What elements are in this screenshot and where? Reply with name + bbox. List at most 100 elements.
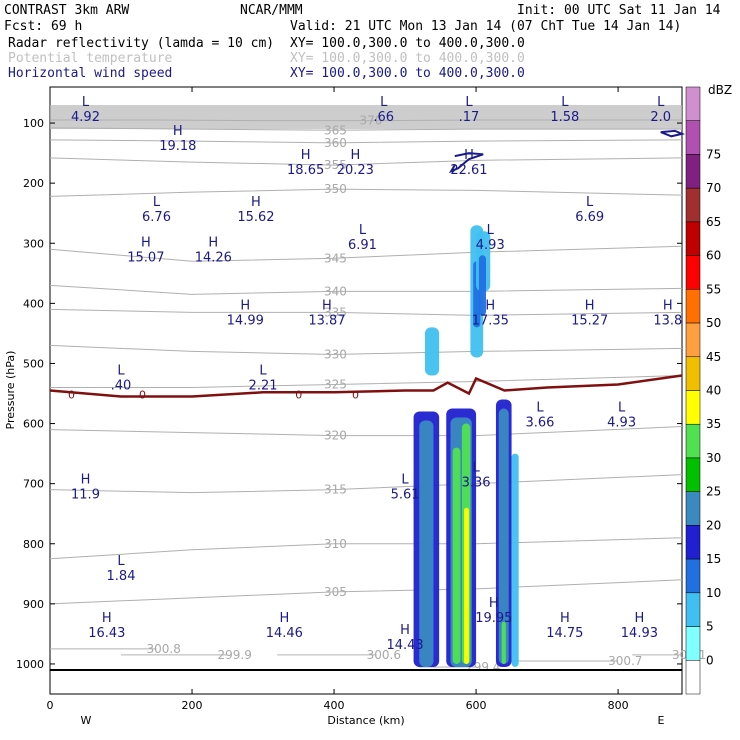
zero-line-label: 0 bbox=[352, 389, 359, 402]
isentrope-label: 325 bbox=[324, 377, 347, 391]
y-tick-label: 300 bbox=[23, 237, 44, 250]
x-tick-label: 600 bbox=[466, 699, 487, 712]
wind-extremum-low-marker: L bbox=[472, 461, 480, 476]
zero-line-layer: 0 0 0 0 bbox=[49, 374, 683, 402]
isentrope-310 bbox=[49, 537, 683, 560]
wind-extremum-low-marker: L bbox=[259, 363, 267, 378]
wind-extremum-value: 4.93 bbox=[607, 416, 636, 431]
wind-extremum-high-marker: H bbox=[489, 596, 499, 611]
wind-extremum-value: 15.07 bbox=[127, 250, 164, 265]
isentrope-355 bbox=[49, 157, 683, 166]
isentrope-label: 310 bbox=[324, 537, 347, 551]
colorbar-swatch bbox=[685, 86, 701, 121]
stratosphere-band bbox=[50, 105, 682, 130]
colorbar-label: 25 bbox=[706, 485, 721, 499]
x-tick-label: 800 bbox=[608, 699, 629, 712]
reflectivity-cell bbox=[463, 507, 469, 664]
wind-extremum-value: 2.0 bbox=[650, 110, 671, 125]
y-axis-title: Pressure (hPa) bbox=[4, 351, 17, 430]
colorbar-swatch bbox=[685, 457, 701, 492]
field-xy-reflectivity: XY= 100.0,300.0 to 400.0,300.0 bbox=[290, 36, 525, 51]
wind-layer: L4.92H19.18L.66L.17L1.58L2.0H18.65H20.23… bbox=[71, 95, 686, 653]
colorbar-swatch bbox=[685, 356, 701, 391]
isentrope-label: 305 bbox=[324, 585, 347, 599]
model-title: CONTRAST 3km ARW bbox=[4, 3, 129, 18]
wind-extremum-high-marker: H bbox=[350, 148, 360, 163]
init-time: Init: 00 UTC Sat 11 Jan 14 bbox=[517, 3, 721, 18]
axes-layer: 100 200 300 400 500 600 700 800 900 1000 0 200 400 60… bbox=[16, 87, 682, 712]
wind-extremum-low-marker: L bbox=[618, 401, 626, 416]
wind-extremum-value: 2.21 bbox=[249, 378, 278, 393]
wind-extremum-low-marker: L bbox=[82, 95, 90, 110]
wind-extremum-value: 20.23 bbox=[337, 163, 374, 178]
y-tick-label: 100 bbox=[23, 117, 44, 130]
wind-extremum-value: 13.87 bbox=[308, 313, 345, 328]
wind-extremum-high-marker: H bbox=[251, 195, 261, 210]
wind-extremum-value: 17.35 bbox=[472, 313, 509, 328]
wind-extremum-low-marker: L bbox=[117, 554, 125, 569]
isentrope-305 bbox=[49, 579, 683, 605]
wind-extremum-high-marker: H bbox=[208, 235, 218, 250]
wind-extremum-low-marker: L bbox=[465, 95, 473, 110]
wind-extremum-value: 14.43 bbox=[386, 638, 423, 653]
colorbar-label: 65 bbox=[706, 215, 721, 229]
colorbar-swatch bbox=[685, 120, 701, 155]
colorbar-swatch bbox=[685, 154, 701, 189]
zero-line-label: 0 bbox=[295, 389, 302, 402]
wind-extremum-value: 15.62 bbox=[237, 210, 274, 225]
isentrope-label: 360 bbox=[324, 136, 347, 150]
wind-extremum-value: 14.93 bbox=[621, 626, 658, 641]
colorbar-label: 45 bbox=[706, 350, 721, 364]
wind-extremum-high-marker: H bbox=[464, 148, 474, 163]
isentrope-label: 300.7 bbox=[608, 654, 642, 668]
colorbar-swatch bbox=[685, 660, 701, 695]
wind-extremum-low-marker: L bbox=[536, 401, 544, 416]
x-axis-title: Distance (km) bbox=[327, 714, 404, 727]
field-name-wind: Horizontal wind speed bbox=[8, 66, 172, 81]
colorbar-swatch bbox=[685, 626, 701, 661]
wind-extremum-value: 6.76 bbox=[142, 210, 171, 225]
wind-extremum-value: 19.18 bbox=[159, 139, 196, 154]
wind-extremum-low-marker: L bbox=[380, 95, 388, 110]
isentrope-label: 345 bbox=[324, 251, 347, 265]
colorbar-label: 40 bbox=[706, 384, 721, 398]
x-tick-label: 400 bbox=[324, 699, 345, 712]
wind-contour-jet-core-mid bbox=[448, 152, 484, 174]
wind-extremum-high-marker: H bbox=[279, 611, 289, 626]
reflectivity-layer bbox=[413, 225, 519, 667]
wind-extremum-value: 4.92 bbox=[71, 110, 100, 125]
wind-extremum-low-marker: L bbox=[153, 195, 161, 210]
y-tick-label: 500 bbox=[23, 357, 44, 370]
wind-extremum-high-marker: H bbox=[663, 298, 673, 313]
reflectivity-cell bbox=[501, 621, 506, 664]
wind-extremum-high-marker: H bbox=[301, 148, 311, 163]
reflectivity-cell bbox=[424, 327, 440, 376]
reflectivity-cell bbox=[511, 453, 519, 667]
wind-extremum-value: 19.95 bbox=[475, 611, 512, 626]
wind-extremum-low-marker: L bbox=[359, 223, 367, 238]
wind-extremum-value: 22.61 bbox=[450, 163, 487, 178]
isentrope-330 bbox=[49, 344, 683, 355]
colorbar-swatch bbox=[685, 525, 701, 560]
colorbar-swatch bbox=[685, 322, 701, 358]
wind-extremum-value: .40 bbox=[111, 378, 132, 393]
isentrope-360 bbox=[49, 139, 683, 144]
wind-extremum-value: 5.61 bbox=[391, 488, 420, 503]
colorbar-label: 0 bbox=[706, 653, 714, 667]
wind-extremum-value: 16.43 bbox=[88, 626, 125, 641]
colorbar-label: 30 bbox=[706, 451, 721, 465]
isentrope-label: 340 bbox=[324, 284, 347, 298]
wind-extremum-value: 13.8 bbox=[653, 313, 682, 328]
isentrope-label: 365 bbox=[324, 123, 347, 137]
reflectivity-cell bbox=[478, 255, 487, 316]
x-tick-label: 200 bbox=[182, 699, 203, 712]
y-tick-label: 700 bbox=[23, 478, 44, 491]
isentrope-315 bbox=[49, 474, 683, 494]
field-xy-wind: XY= 100.0,300.0 to 400.0,300.0 bbox=[290, 66, 525, 81]
y-tick-label: 600 bbox=[23, 418, 44, 431]
isentrope-345 bbox=[49, 245, 683, 262]
isentrope-label: 300.8 bbox=[147, 642, 181, 656]
reflectivity-cell bbox=[452, 447, 461, 664]
